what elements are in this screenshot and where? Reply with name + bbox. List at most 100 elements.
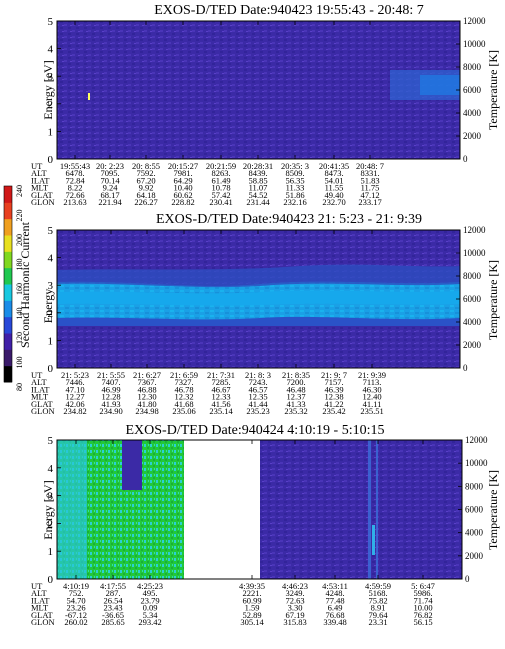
table-cell: 41.68 [174, 399, 193, 409]
y-tick-label: 2 [48, 308, 54, 320]
panel-3: EXOS-D/TED Date:940424 4:10:19 - 5:10:15… [31, 423, 500, 627]
table-cell: 10.78 [211, 183, 230, 193]
colorbar-gradient [4, 186, 12, 383]
table-cell: 8.91 [371, 603, 386, 613]
table-cell: 21: 9: 7 [321, 370, 347, 380]
table-cell: 231.44 [246, 197, 270, 207]
table-cell: 8509. [285, 168, 304, 178]
panel-3-data-gap [184, 440, 260, 579]
table-cell: 3249. [285, 588, 304, 598]
table-cell: 46.48 [286, 384, 305, 394]
y-tick-label: 3 [48, 71, 54, 83]
table-cell: 233.17 [358, 197, 381, 207]
colorbar-segment [4, 284, 12, 301]
panel-2-temperature-ticks: 0 2000 4000 6000 8000 10000 12000 [456, 225, 486, 373]
table-cell: 4:10:19 [63, 581, 89, 591]
table-row-label: GLON [31, 406, 55, 416]
panel-3-temperature-ticks: 0 2000 4000 6000 8000 10000 12000 [458, 435, 488, 584]
table-cell: 51.83 [360, 175, 379, 185]
panel-1-title: EXOS-D/TED Date:940423 19:55:43 - 20:48:… [154, 3, 423, 18]
table-row-label: GLAT [31, 399, 54, 409]
colorbar-label: Second Harmonic Current [18, 221, 32, 348]
panel-1-ylabel: Energy [eV] [41, 60, 55, 119]
table-cell: 5168. [368, 588, 387, 598]
table-cell: 41.11 [363, 399, 382, 409]
temperature-tick-label: 10000 [465, 458, 488, 468]
panel-3-ylabel: Energy [eV] [41, 480, 55, 539]
table-cell: 315.83 [283, 617, 306, 627]
colorbar-segment [4, 333, 12, 350]
panel-1-orbit-table: UT 19:55:43 20: 2:23 20: 8:55 20:15:27 20:21:… [31, 21, 384, 207]
table-cell: 213.63 [63, 197, 86, 207]
table-cell: 54.70 [66, 595, 85, 605]
table-cell: 235.14 [209, 406, 233, 416]
temperature-tick-label: 2000 [465, 551, 484, 561]
table-cell: 19:55:43 [60, 161, 90, 171]
table-cell: 285.65 [101, 617, 124, 627]
table-row-label: UT [31, 161, 43, 171]
table-cell: 7592. [136, 168, 155, 178]
table-cell: 46.99 [101, 384, 120, 394]
table-cell: 7200. [286, 377, 305, 387]
colorbar-segment [4, 365, 12, 383]
temperature-tick-label: 0 [463, 154, 468, 164]
table-cell: 46.78 [174, 384, 193, 394]
colorbar: 80 100 120 140 160 180 200 220 240 Second Harmon… [3, 185, 32, 391]
table-cell: 20: 8:55 [132, 161, 160, 171]
y-tick-label: 4 [48, 44, 54, 56]
table-cell: 7981. [173, 168, 192, 178]
colorbar-segment [4, 267, 12, 285]
table-cell: 7243. [248, 377, 267, 387]
table-cell: 54.01 [324, 175, 343, 185]
table-cell: 58.85 [248, 175, 267, 185]
table-cell: 5986. [413, 588, 432, 598]
table-cell: -67.12 [65, 610, 87, 620]
table-cell: 232.16 [283, 197, 306, 207]
table-row-label: MLT [31, 392, 49, 402]
table-cell: 20:15:27 [168, 161, 198, 171]
table-cell: 76.68 [325, 610, 344, 620]
table-row-label: ALT [31, 168, 48, 178]
temperature-tick-label: 0 [463, 363, 468, 373]
colorbar-frame [3, 185, 13, 383]
panel-3-stripe-2 [376, 440, 378, 579]
y-tick-label: 1 [48, 126, 54, 138]
panel-3-orbit-table: UT 4:10:19 4:17:55 4:25:23 4:39:35 4:46:23 4:5… [31, 440, 435, 627]
table-cell: 20: 2:23 [96, 161, 124, 171]
table-row-label: ILAT [31, 595, 50, 605]
colorbar-tick-label: 240 [15, 185, 24, 197]
table-row-label: UT [31, 370, 43, 380]
panel-3-cyan-strip [57, 440, 87, 579]
panel-2-title: EXOS-D/TED Date:940423 21: 5:23 - 21: 9:… [156, 212, 422, 227]
table-cell: -36.65 [102, 610, 124, 620]
table-cell: 21: 6:59 [170, 370, 198, 380]
table-cell: 21: 8:35 [282, 370, 310, 380]
colorbar-segment [4, 251, 12, 269]
panel-2-ylabel: Energy [41, 289, 55, 323]
table-row-label: ALT [31, 377, 48, 387]
table-cell: 7327. [174, 377, 193, 387]
table-cell: 41.33 [286, 399, 305, 409]
table-cell: 7446. [65, 377, 84, 387]
table-cell: 6478. [65, 168, 84, 178]
table-cell: 235.23 [246, 406, 269, 416]
panel-2-band-upper [57, 264, 460, 288]
temperature-tick-label: 2000 [463, 131, 482, 141]
table-cell: 4:25:23 [137, 581, 163, 591]
table-cell: 54.52 [248, 190, 267, 200]
panel-3-gap-notch [122, 440, 142, 490]
y-tick-label: 5 [48, 16, 54, 28]
table-cell: 56.15 [413, 617, 432, 627]
table-cell: 26.54 [103, 595, 123, 605]
table-cell: 287. [106, 588, 121, 598]
colorbar-tick-label: 100 [15, 357, 24, 369]
table-cell: 64.29 [173, 175, 192, 185]
table-cell: 20:28:31 [243, 161, 273, 171]
table-cell: 235.51 [360, 406, 383, 416]
table-cell: 72.66 [65, 190, 84, 200]
table-cell: 41.44 [248, 399, 268, 409]
temperature-tick-label: 6000 [463, 85, 482, 95]
table-row-label: GLAT [31, 190, 54, 200]
table-cell: 228.82 [171, 197, 194, 207]
temperature-tick-label: 12000 [463, 16, 486, 26]
